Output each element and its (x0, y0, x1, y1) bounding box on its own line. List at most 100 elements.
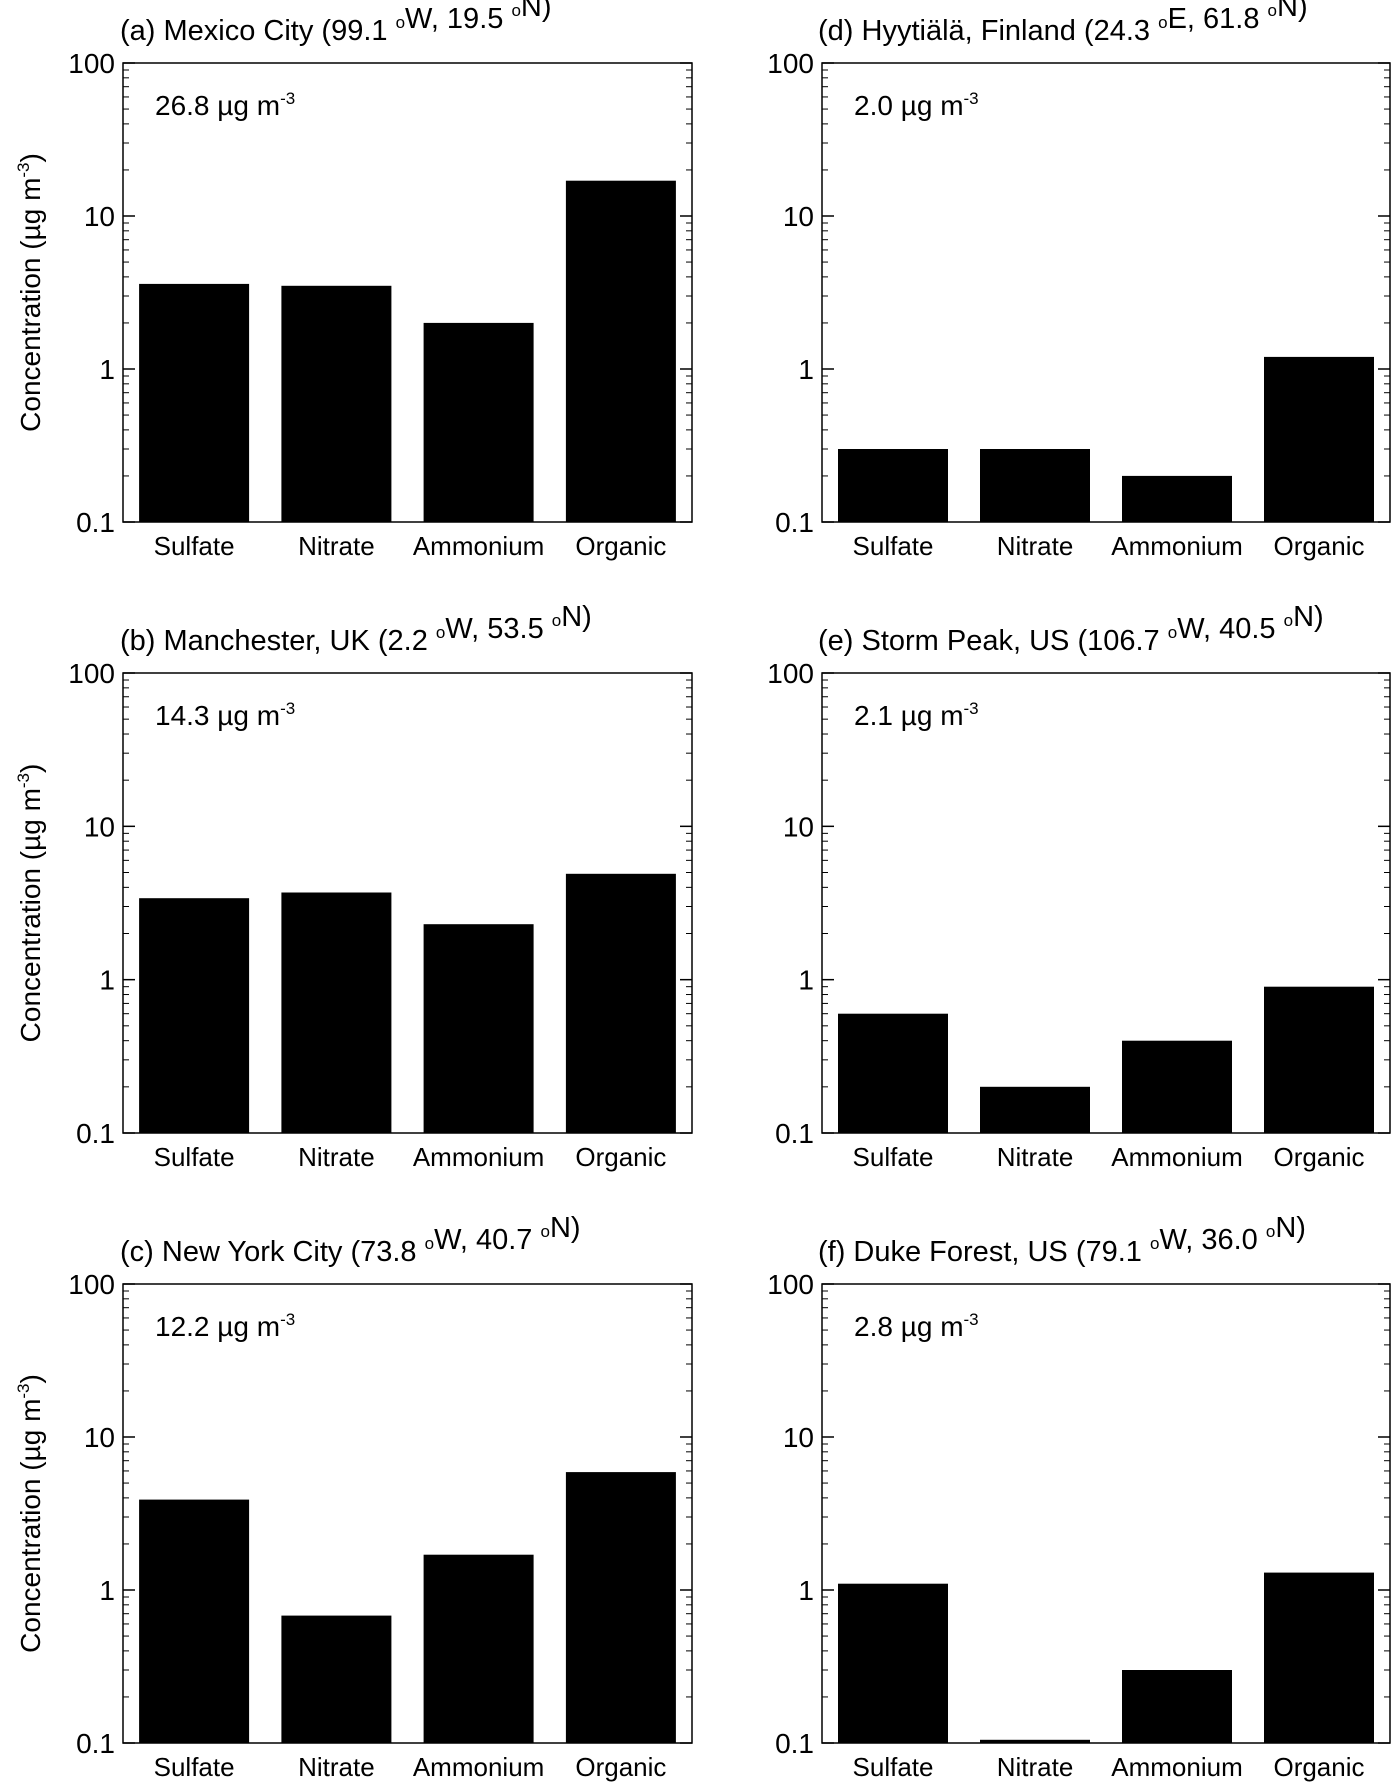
plot-frame (122, 62, 693, 523)
y-tick-label: 10 (783, 811, 814, 842)
total-annotation: 2.0 µg m-3 (854, 89, 979, 121)
panel-title: (f) Duke Forest, US (79.1 oW, 36.0 oN) (818, 1212, 1306, 1268)
total-annotation: 12.2 µg m-3 (155, 1310, 295, 1342)
category-label: Ammonium (1111, 1142, 1242, 1172)
y-tick-label: 100 (68, 1269, 115, 1300)
degree-superscript: o (1168, 623, 1177, 642)
category-label: Organic (1273, 531, 1364, 561)
y-tick-label: 100 (767, 48, 814, 79)
category-label: Organic (575, 1142, 666, 1172)
category-label: Ammonium (1111, 531, 1242, 561)
category-label: Sulfate (853, 1142, 934, 1172)
bar-ammonium (1122, 475, 1232, 522)
degree-superscript: o (1268, 1, 1277, 20)
category-label: Sulfate (154, 1142, 235, 1172)
y-tick-label: 0.1 (775, 507, 814, 538)
panel-e: (e) Storm Peak, US (106.7 oW, 40.5 oN) Su… (767, 601, 1391, 1172)
category-label: Sulfate (154, 531, 235, 561)
y-axis-label: Concentration (µg m-3) (14, 1374, 46, 1653)
degree-superscript: o (436, 623, 445, 642)
bar-ammonium (1122, 1670, 1232, 1743)
total-annotation: 14.3 µg m-3 (155, 699, 295, 731)
total-annotation: 2.8 µg m-3 (854, 1310, 979, 1342)
y-tick-label: 0.1 (775, 1118, 814, 1149)
panel-a: (a) Mexico City (99.1 oW, 19.5 oN) Sulfat… (14, 0, 693, 561)
y-tick-label: 0.1 (76, 1728, 115, 1759)
plot-frame (122, 672, 693, 1134)
bar-sulfate (838, 1583, 948, 1743)
category-label: Nitrate (298, 1752, 375, 1782)
category-label: Nitrate (298, 531, 375, 561)
degree-superscript: o (1150, 1234, 1159, 1253)
y-tick-label: 0.1 (775, 1728, 814, 1759)
bar-nitrate (980, 1739, 1090, 1743)
panel-title: (a) Mexico City (99.1 oW, 19.5 oN) (120, 0, 552, 47)
y-tick-label: 10 (84, 811, 115, 842)
y-tick-label: 10 (84, 1422, 115, 1453)
y-tick-label: 1 (99, 965, 115, 996)
y-tick-label: 10 (783, 201, 814, 232)
bar-nitrate (281, 1615, 392, 1743)
y-tick-label: 1 (798, 1575, 814, 1606)
panel-c: (c) New York City (73.8 oW, 40.7 oN) Sulf… (14, 1212, 693, 1782)
y-axis-label: Concentration (µg m-3) (14, 764, 46, 1043)
category-label: Nitrate (997, 531, 1074, 561)
y-tick-label: 100 (767, 658, 814, 689)
bar-organic (565, 180, 676, 522)
category-label: Ammonium (1111, 1752, 1242, 1782)
panel-title: (d) Hyytiälä, Finland (24.3 oE, 61.8 oN) (818, 0, 1308, 47)
category-label: Organic (575, 531, 666, 561)
bar-sulfate (838, 449, 948, 522)
category-label: Ammonium (413, 1142, 544, 1172)
bar-nitrate (281, 285, 392, 522)
bar-sulfate (139, 1499, 250, 1743)
bar-nitrate (980, 1086, 1090, 1133)
bar-sulfate (838, 1013, 948, 1133)
bar-organic (1264, 1572, 1374, 1743)
plot-frame (821, 1283, 1391, 1744)
category-label: Nitrate (997, 1142, 1074, 1172)
category-label: Organic (1273, 1752, 1364, 1782)
category-label: Sulfate (853, 531, 934, 561)
y-tick-label: 0.1 (76, 507, 115, 538)
panel-f: (f) Duke Forest, US (79.1 oW, 36.0 oN) Su… (767, 1212, 1391, 1782)
plot-frame (122, 1283, 693, 1744)
y-axis-label: Concentration (µg m-3) (14, 153, 46, 432)
degree-superscript: o (540, 1222, 549, 1241)
category-label: Ammonium (413, 1752, 544, 1782)
category-label: Organic (1273, 1142, 1364, 1172)
bar-organic (1264, 986, 1374, 1133)
category-label: Nitrate (298, 1142, 375, 1172)
bar-sulfate (139, 283, 250, 522)
y-tick-label: 10 (84, 201, 115, 232)
degree-superscript: o (1284, 611, 1293, 630)
y-tick-label: 1 (798, 965, 814, 996)
category-label: Sulfate (154, 1752, 235, 1782)
category-label: Nitrate (997, 1752, 1074, 1782)
bar-organic (1264, 356, 1374, 522)
category-label: Ammonium (413, 531, 544, 561)
y-tick-label: 1 (99, 354, 115, 385)
y-tick-label: 1 (798, 354, 814, 385)
degree-superscript: o (425, 1234, 434, 1253)
plot-frame (821, 62, 1391, 523)
bar-sulfate (139, 898, 250, 1133)
bar-ammonium (423, 322, 534, 522)
y-tick-label: 100 (767, 1269, 814, 1300)
degree-superscript: o (1266, 1222, 1275, 1241)
panel-title: (e) Storm Peak, US (106.7 oW, 40.5 oN) (818, 601, 1324, 657)
panel-d: (d) Hyytiälä, Finland (24.3 oE, 61.8 oN)… (767, 0, 1391, 561)
bar-organic (565, 873, 676, 1133)
category-label: Sulfate (853, 1752, 934, 1782)
degree-superscript: o (1158, 13, 1167, 32)
panel-title: (c) New York City (73.8 oW, 40.7 oN) (120, 1212, 581, 1268)
degree-superscript: o (396, 13, 405, 32)
panel-title: (b) Manchester, UK (2.2 oW, 53.5 oN) (120, 601, 592, 657)
y-tick-label: 100 (68, 658, 115, 689)
bar-nitrate (980, 449, 1090, 522)
bar-ammonium (423, 924, 534, 1133)
panel-b: (b) Manchester, UK (2.2 oW, 53.5 oN) Sulf… (14, 601, 693, 1172)
y-tick-label: 0.1 (76, 1118, 115, 1149)
degree-superscript: o (511, 1, 520, 20)
